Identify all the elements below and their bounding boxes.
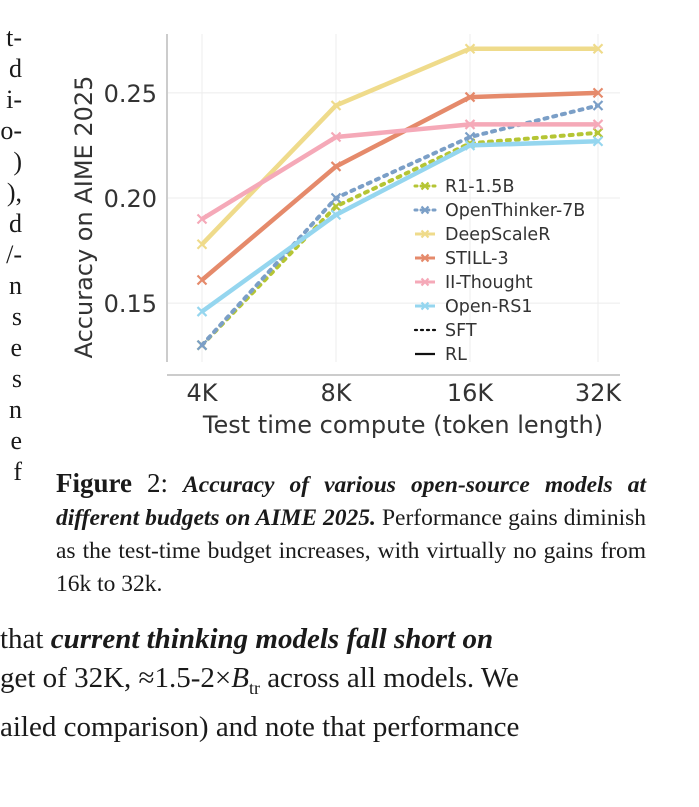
data-point bbox=[592, 100, 604, 111]
legend-label: RL bbox=[445, 345, 467, 365]
legend-item: Open-RS1 bbox=[415, 297, 532, 317]
series-line bbox=[200, 130, 600, 348]
body-line-2-post: across all models. We bbox=[259, 662, 519, 694]
data-point bbox=[592, 127, 604, 139]
figure-caption: Figure 2: Accuracy of various open-sourc… bbox=[56, 467, 646, 601]
figure-label: Figure bbox=[56, 468, 132, 498]
series-lines bbox=[196, 43, 604, 351]
body-line-2-pre: get of 32K, ≈1.5-2× bbox=[0, 662, 232, 694]
text-fragment: n bbox=[9, 395, 22, 424]
data-point bbox=[464, 140, 476, 151]
accuracy-line-chart: 0.15 0.20 0.25 4K 8K 16K 32K R1-1.5B OpenThink… bbox=[70, 34, 622, 439]
series-line bbox=[200, 46, 598, 246]
x-tick-label: 4K bbox=[186, 379, 218, 407]
legend-label: Open-RS1 bbox=[445, 297, 532, 317]
left-column-text-fragments: t- d i- o- ) ), d /- n s e s n e f bbox=[0, 22, 22, 487]
data-point bbox=[196, 306, 208, 317]
x-axis-title: Test time compute (token length) bbox=[202, 411, 603, 439]
body-line-1-emphasis: current thinking models fall short on bbox=[50, 623, 494, 655]
text-fragment: o- bbox=[0, 116, 22, 145]
series-line bbox=[200, 138, 599, 314]
text-fragment: f bbox=[13, 457, 22, 486]
legend-item: STILL-3 bbox=[415, 249, 509, 269]
data-point bbox=[330, 131, 342, 143]
legend-label: II-Thought bbox=[445, 273, 533, 293]
body-text: that current thinking models fall short … bbox=[0, 620, 519, 747]
text-fragment: d bbox=[9, 54, 22, 83]
legend-item: RL bbox=[415, 345, 467, 365]
body-line-1: that current thinking models fall short … bbox=[0, 620, 519, 659]
data-point bbox=[330, 192, 342, 204]
text-fragment: i- bbox=[6, 85, 22, 114]
x-tick-labels: 4K 8K 16K 32K bbox=[186, 379, 622, 407]
y-tick-label: 0.20 bbox=[104, 185, 157, 213]
text-fragment: t- bbox=[6, 23, 22, 52]
y-tick-label: 0.15 bbox=[104, 290, 157, 318]
data-point bbox=[464, 131, 476, 143]
text-fragment: s bbox=[11, 302, 22, 331]
x-tick-label: 16K bbox=[447, 379, 495, 407]
data-point bbox=[464, 91, 476, 103]
figure-caption-text: Performance gains diminish as the test-t… bbox=[56, 505, 646, 597]
math-subscript: tr bbox=[248, 677, 260, 698]
legend-label: OpenThinker-7B bbox=[445, 201, 585, 221]
data-point bbox=[592, 87, 604, 99]
data-point bbox=[196, 339, 208, 351]
legend-item: R1-1.5B bbox=[413, 177, 514, 197]
math-variable: B bbox=[231, 662, 249, 694]
legend-label: DeepScaleR bbox=[445, 225, 550, 245]
figure-number: 2: bbox=[147, 468, 169, 498]
legend-marker bbox=[420, 205, 430, 215]
text-fragment: ), bbox=[6, 178, 22, 207]
series-deepscaler bbox=[196, 43, 604, 250]
data-point bbox=[196, 213, 208, 225]
text-fragment: ) bbox=[13, 147, 22, 176]
text-fragment: e bbox=[10, 426, 22, 455]
chart-legend: R1-1.5B OpenThinker-7B DeepScaleR STILL-3 II… bbox=[413, 177, 585, 365]
y-tick-labels: 0.15 0.20 0.25 bbox=[104, 80, 157, 318]
y-tick-label: 0.25 bbox=[104, 80, 157, 108]
series-open-rs1 bbox=[196, 135, 604, 317]
body-line-1-plain: that bbox=[0, 623, 51, 655]
text-fragment: s bbox=[11, 364, 22, 393]
legend-label: STILL-3 bbox=[445, 249, 509, 269]
legend-item: DeepScaleR bbox=[415, 225, 550, 245]
data-point bbox=[196, 274, 208, 286]
legend-item: II-Thought bbox=[415, 273, 533, 293]
figure-caption-title: Accuracy of various open-source models a… bbox=[56, 472, 647, 531]
data-point bbox=[464, 43, 476, 54]
data-point bbox=[330, 100, 342, 111]
data-point bbox=[592, 119, 604, 130]
legend-marker bbox=[420, 229, 430, 239]
text-fragment: e bbox=[10, 333, 22, 362]
x-tick-label: 8K bbox=[320, 379, 352, 407]
text-fragment: n bbox=[9, 271, 22, 300]
x-tick-label: 32K bbox=[575, 379, 623, 407]
data-point bbox=[196, 238, 208, 250]
series-line bbox=[200, 122, 598, 221]
series-openthinker-7b bbox=[196, 100, 604, 351]
body-line-2: get of 32K, ≈1.5-2×Btr across all models… bbox=[0, 659, 519, 708]
text-fragment: d bbox=[9, 209, 22, 238]
text-fragment: /- bbox=[6, 240, 22, 269]
legend-marker bbox=[420, 253, 430, 263]
series-line bbox=[200, 103, 600, 348]
data-point bbox=[592, 135, 604, 147]
legend-marker bbox=[420, 277, 430, 287]
data-point bbox=[330, 209, 342, 221]
data-point bbox=[464, 119, 476, 130]
legend-label: SFT bbox=[445, 321, 477, 341]
legend-marker bbox=[420, 301, 430, 311]
body-line-3: ailed comparison) and note that performa… bbox=[0, 710, 520, 743]
data-point bbox=[592, 43, 604, 54]
legend-label: R1-1.5B bbox=[445, 177, 514, 197]
y-axis-title: Accuracy on AIME 2025 bbox=[70, 76, 98, 359]
data-point bbox=[330, 161, 342, 172]
legend-marker bbox=[420, 181, 430, 191]
series-ii-thought bbox=[196, 119, 604, 225]
legend-item: OpenThinker-7B bbox=[413, 201, 585, 221]
legend-item: SFT bbox=[413, 321, 477, 341]
